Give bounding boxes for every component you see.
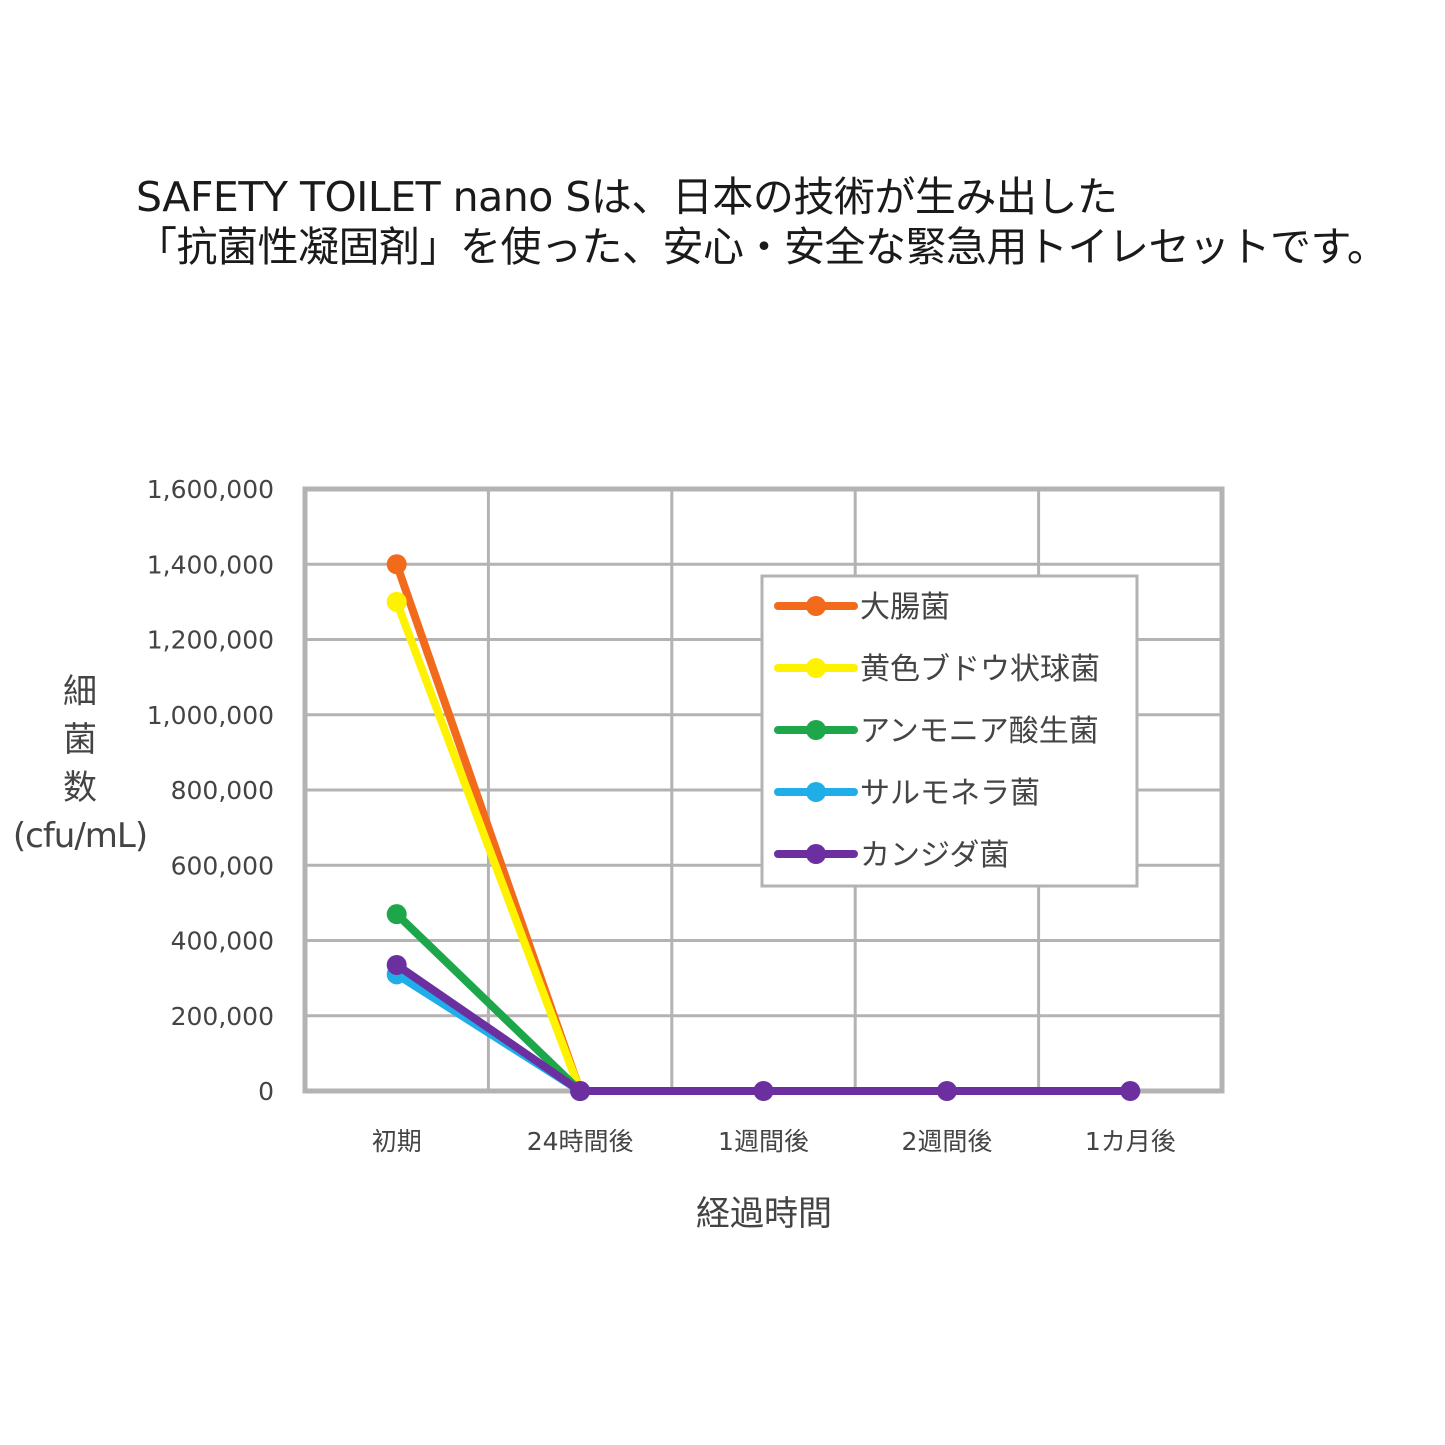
- data-point: [936, 1081, 957, 1101]
- legend-swatch-marker: [806, 596, 826, 616]
- y-tick-label: 1,400,000: [147, 550, 274, 579]
- y-axis-label: 細 菌 数 (cfu/mL): [0, 668, 160, 860]
- x-tick-label: 初期: [372, 1127, 422, 1156]
- y-tick-label: 1,600,000: [147, 475, 274, 504]
- series-line: [392, 960, 1135, 1095]
- series-line: [392, 597, 585, 1095]
- data-point: [386, 904, 407, 925]
- legend-swatch-marker: [806, 844, 826, 864]
- legend-swatch-marker: [806, 658, 826, 678]
- y-axis-unit: (cfu/mL): [12, 816, 148, 856]
- y-tick-label: 800,000: [171, 776, 274, 805]
- y-tick-label: 1,200,000: [147, 626, 274, 655]
- headline-line-1: SAFETY TOILET nano Sは、日本の技術が生み出した: [136, 173, 1118, 221]
- headline: SAFETY TOILET nano Sは、日本の技術が生み出した 「抗菌性凝固…: [136, 172, 1388, 272]
- x-tick-label: 2週間後: [901, 1127, 992, 1156]
- y-axis-label-char: 数: [63, 768, 97, 808]
- legend-swatch-marker: [806, 782, 826, 802]
- data-point: [570, 1081, 591, 1101]
- y-tick-label: 1,000,000: [147, 701, 274, 730]
- legend-label: 黄色ブドウ状球菌: [860, 652, 1100, 687]
- data-point: [1120, 1081, 1141, 1101]
- y-tick-label: 600,000: [171, 851, 274, 880]
- data-point: [386, 591, 407, 612]
- legend-swatch-marker: [806, 720, 826, 740]
- y-tick-label: 400,000: [171, 927, 274, 956]
- series-line: [392, 910, 585, 1095]
- y-tick-label: 200,000: [171, 1002, 274, 1031]
- x-tick-label: 24時間後: [527, 1127, 634, 1156]
- data-point: [386, 954, 407, 975]
- legend-label: カンジダ菌: [860, 838, 1009, 873]
- data-point: [386, 554, 407, 575]
- legend-label: アンモニア酸生菌: [860, 714, 1099, 749]
- x-axis-label: 経過時間: [696, 1194, 832, 1234]
- headline-line-2: 「抗菌性凝固剤」を使った、安心・安全な緊急用トイレセットです。: [136, 223, 1388, 271]
- y-axis-label-char: 菌: [63, 720, 97, 760]
- legend-label: サルモネラ菌: [860, 776, 1040, 811]
- x-tick-label: 1カ月後: [1085, 1127, 1176, 1156]
- y-tick-label: 0: [258, 1077, 274, 1106]
- data-point: [753, 1081, 774, 1101]
- legend-label: 大腸菌: [860, 590, 950, 625]
- x-tick-label: 1週間後: [718, 1127, 809, 1156]
- y-axis-label-char: 細: [63, 672, 97, 712]
